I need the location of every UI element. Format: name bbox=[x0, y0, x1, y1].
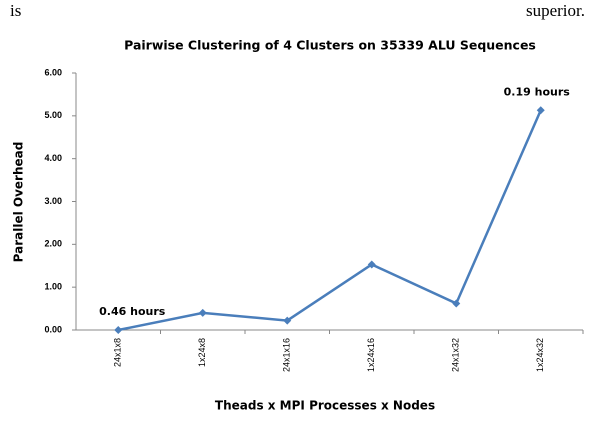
y-tick-label: 6.00 bbox=[44, 67, 62, 77]
chart-title: Pairwise Clustering of 4 Clusters on 353… bbox=[124, 38, 536, 53]
x-tick-label: 24x1x16 bbox=[282, 338, 292, 372]
point-marker bbox=[536, 106, 545, 115]
y-tick-label: 2.00 bbox=[44, 239, 62, 249]
x-tick-label: 1x24x8 bbox=[197, 338, 207, 367]
point-marker bbox=[283, 316, 292, 325]
point-marker bbox=[452, 299, 461, 308]
y-tick-label: 0.00 bbox=[44, 324, 62, 334]
x-tick-label: 1x24x16 bbox=[366, 338, 376, 372]
point-marker bbox=[367, 260, 376, 269]
annotation: 0.46 hours bbox=[99, 305, 166, 318]
x-tick-label: 1x24x32 bbox=[535, 338, 545, 372]
point-marker bbox=[198, 308, 207, 317]
y-tick-label: 4.00 bbox=[44, 153, 62, 163]
y-tick-label: 1.00 bbox=[44, 282, 62, 292]
x-tick-label: 24x1x8 bbox=[113, 338, 123, 367]
series-line bbox=[118, 109, 542, 332]
y-tick-label: 3.00 bbox=[44, 196, 62, 206]
x-axis-title: Theads x MPI Processes x Nodes bbox=[215, 399, 435, 413]
paper-text: is bbox=[10, 1, 21, 20]
paper-text: superior. bbox=[526, 1, 585, 20]
annotation: 0.19 hours bbox=[504, 85, 571, 98]
y-tick-label: 5.00 bbox=[44, 110, 62, 120]
point-marker bbox=[114, 326, 123, 334]
x-tick-label: 24x1x32 bbox=[451, 338, 461, 372]
y-axis-title: Parallel Overhead bbox=[12, 142, 26, 263]
